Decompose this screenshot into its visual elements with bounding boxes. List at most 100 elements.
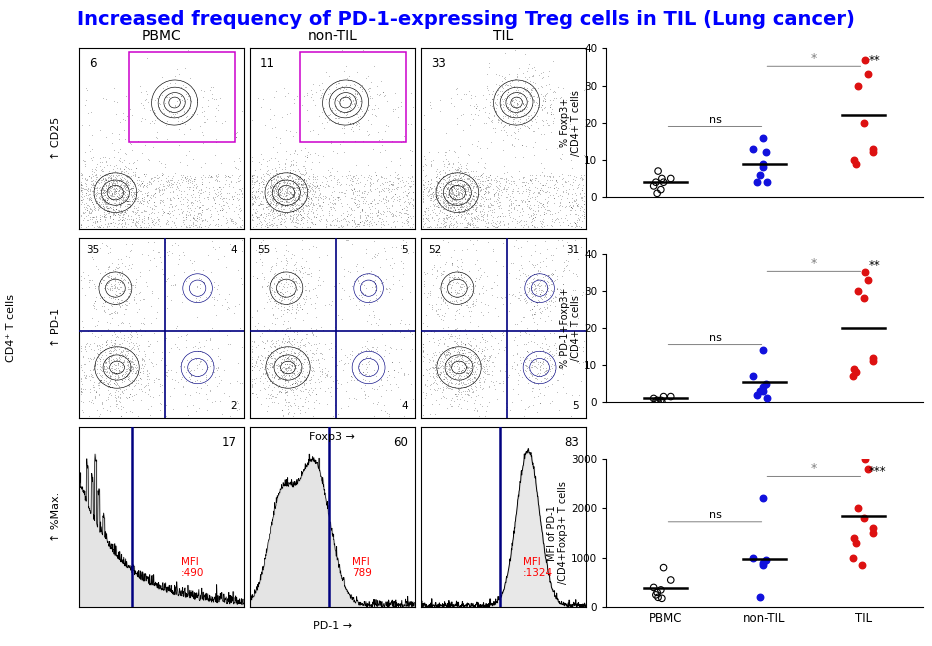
Point bbox=[566, 285, 581, 295]
Point bbox=[130, 216, 145, 226]
Point bbox=[271, 361, 286, 371]
Point bbox=[130, 364, 144, 375]
Point bbox=[445, 195, 459, 205]
Point bbox=[199, 355, 214, 365]
Point bbox=[113, 348, 128, 358]
Point bbox=[94, 292, 109, 302]
Point bbox=[103, 300, 118, 310]
Point bbox=[315, 118, 330, 129]
Point bbox=[746, 371, 761, 381]
Point bbox=[360, 219, 375, 229]
Point bbox=[348, 90, 363, 101]
Point bbox=[295, 203, 310, 213]
Point bbox=[126, 190, 141, 200]
Point bbox=[143, 202, 158, 213]
Point bbox=[111, 370, 126, 380]
Point bbox=[564, 202, 579, 213]
Point bbox=[124, 331, 139, 342]
Point bbox=[98, 199, 113, 209]
Point bbox=[125, 207, 140, 217]
Point bbox=[529, 318, 544, 329]
Point bbox=[256, 243, 271, 253]
Point bbox=[495, 238, 510, 248]
Point bbox=[538, 289, 553, 299]
Point bbox=[473, 183, 488, 194]
Point bbox=[544, 349, 559, 359]
Point bbox=[111, 259, 126, 269]
Point bbox=[92, 375, 107, 386]
Point bbox=[312, 85, 327, 95]
Point bbox=[343, 175, 358, 185]
Point bbox=[503, 211, 518, 222]
Point bbox=[290, 185, 305, 195]
Point bbox=[482, 58, 497, 68]
Point bbox=[453, 261, 468, 271]
Point bbox=[282, 167, 297, 177]
Point bbox=[498, 404, 513, 414]
Point bbox=[102, 380, 116, 391]
Point bbox=[480, 222, 495, 232]
Point bbox=[441, 287, 456, 297]
Point bbox=[459, 388, 474, 399]
Point bbox=[124, 364, 139, 375]
Point bbox=[78, 180, 93, 190]
Point bbox=[264, 262, 279, 272]
Point bbox=[170, 181, 185, 191]
Point bbox=[116, 345, 130, 355]
Point bbox=[401, 212, 416, 222]
Point bbox=[461, 150, 476, 160]
Point bbox=[290, 203, 305, 213]
Point bbox=[96, 292, 111, 302]
Point bbox=[285, 191, 300, 201]
Point bbox=[330, 193, 345, 203]
Point bbox=[756, 382, 771, 393]
Point bbox=[292, 183, 307, 193]
Point bbox=[107, 375, 122, 386]
Point bbox=[351, 296, 366, 306]
Point bbox=[542, 83, 557, 94]
Point bbox=[259, 188, 274, 198]
Point bbox=[296, 174, 311, 184]
Point bbox=[109, 380, 124, 390]
Point bbox=[261, 390, 276, 400]
Point bbox=[188, 406, 203, 417]
Point bbox=[418, 170, 433, 180]
Point bbox=[461, 361, 476, 371]
Point bbox=[130, 187, 144, 197]
Point bbox=[418, 171, 432, 182]
Point bbox=[280, 368, 295, 379]
Point bbox=[77, 342, 92, 352]
Point bbox=[475, 335, 490, 345]
Point bbox=[244, 361, 259, 371]
Point bbox=[222, 178, 237, 189]
Point bbox=[483, 200, 498, 210]
Point bbox=[442, 187, 457, 198]
Point bbox=[448, 147, 463, 158]
Point bbox=[87, 216, 102, 227]
Point bbox=[386, 176, 401, 187]
Point bbox=[423, 380, 438, 390]
Point bbox=[441, 364, 456, 374]
Point bbox=[353, 104, 368, 114]
Point bbox=[500, 192, 514, 202]
Point bbox=[569, 221, 584, 231]
Point bbox=[394, 204, 409, 214]
Point bbox=[492, 90, 507, 101]
Point bbox=[288, 375, 303, 386]
Point bbox=[440, 382, 455, 392]
Text: 5: 5 bbox=[572, 401, 579, 411]
Point bbox=[459, 197, 474, 207]
Point bbox=[289, 222, 304, 232]
Point bbox=[75, 404, 89, 415]
Point bbox=[188, 182, 203, 192]
Point bbox=[427, 200, 442, 210]
Point bbox=[292, 178, 307, 189]
Point bbox=[451, 347, 466, 357]
Point bbox=[338, 80, 353, 90]
Point bbox=[234, 273, 249, 284]
Point bbox=[255, 169, 270, 179]
Point bbox=[186, 198, 201, 208]
Point bbox=[494, 202, 509, 213]
Point bbox=[431, 202, 445, 212]
Point bbox=[459, 362, 474, 372]
